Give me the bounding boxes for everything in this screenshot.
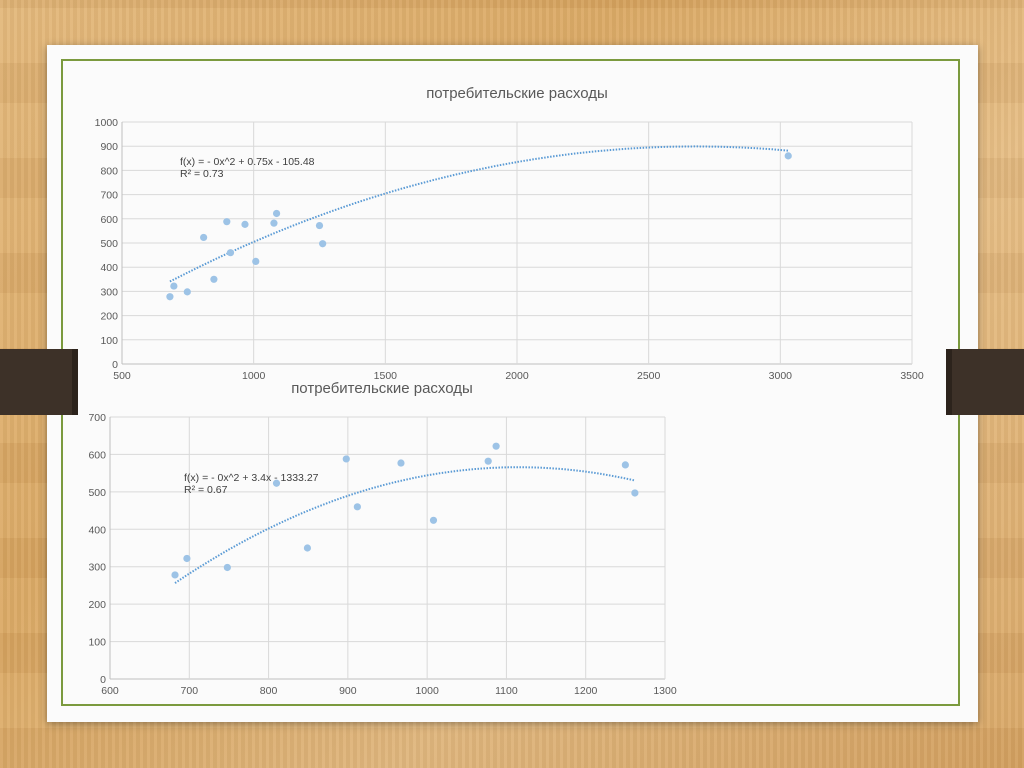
slide	[47, 45, 978, 722]
chart1-trend-equation: f(x) = - 0x^2 + 0.75x - 105.48	[180, 156, 315, 168]
chart2-trend-equation: f(x) = - 0x^2 + 3.4x - 1333.27	[184, 472, 319, 484]
chart1-y-tick-label: 100	[100, 335, 118, 347]
chart1-data-point	[210, 275, 218, 283]
chart1-x-tick-label: 1000	[242, 370, 266, 382]
chart2-trendline	[174, 466, 636, 584]
chart1-y-tick-label: 0	[112, 359, 118, 371]
chart1-y-tick-label: 800	[100, 165, 118, 177]
chart2-y-tick-label: 600	[88, 449, 106, 461]
chart2-data-point	[621, 461, 629, 469]
chart1-data-point	[166, 293, 174, 301]
chart1-data-point	[252, 257, 260, 265]
chart2-data-point	[631, 489, 639, 497]
chart1-data-point	[200, 233, 208, 242]
chart2-data-point	[397, 459, 405, 467]
chart1-data-point	[784, 152, 792, 160]
chart2-x-tick-label: 800	[260, 685, 278, 697]
chart2-y-tick-label: 200	[88, 599, 106, 611]
chart1-data-point	[272, 209, 281, 218]
chart1-trendline	[169, 145, 789, 283]
chart1-x-tick-label: 2000	[505, 370, 529, 382]
chart2-data-point	[272, 479, 281, 487]
chart1-x-tick-label: 1500	[374, 370, 398, 382]
chart2-data-point	[492, 442, 500, 450]
chart2-title: потребительские расходы	[291, 380, 473, 397]
chart2-data-point	[303, 544, 312, 552]
chart1-y-tick-label: 700	[100, 190, 118, 202]
chart2-data-point	[353, 503, 361, 511]
chart1-y-tick-label: 500	[100, 238, 118, 250]
chart2-data-point	[171, 571, 179, 579]
chart1-x-tick-label: 3500	[900, 370, 924, 382]
chart1-data-point	[241, 220, 249, 228]
chart2-r-squared: R² = 0.67	[184, 484, 228, 496]
chart2-data-point	[342, 455, 350, 463]
chart2-x-tick-label: 1300	[653, 685, 677, 697]
chart1-y-tick-label: 200	[100, 311, 118, 323]
left-tab	[0, 349, 78, 415]
chart1-x-tick-label: 2500	[637, 370, 661, 382]
chart2-x-tick-label: 1100	[495, 685, 518, 697]
chart1-y-tick-label: 600	[100, 214, 118, 226]
chart2-y-tick-label: 400	[88, 524, 106, 536]
chart1-data-point	[319, 240, 327, 248]
right-tab	[946, 349, 1024, 415]
chart1-y-tick-label: 300	[100, 286, 118, 298]
chart2-data-point	[429, 516, 438, 524]
chart2-x-tick-label: 600	[101, 685, 119, 697]
chart1-data-point	[270, 219, 278, 227]
chart2-data-point	[223, 563, 231, 572]
chart2-y-tick-label: 300	[88, 562, 106, 574]
chart1-y-tick-label: 900	[100, 141, 118, 153]
chart2-y-tick-label: 0	[100, 674, 106, 686]
chart1-title: потребительские расходы	[426, 85, 608, 102]
chart1-data-point	[226, 249, 235, 257]
chart1-y-tick-label: 1000	[95, 117, 119, 129]
chart1-data-point	[170, 282, 178, 290]
chart2-y-tick-label: 500	[88, 487, 106, 499]
chart1-y-tick-label: 400	[100, 262, 118, 274]
chart2-x-tick-label: 700	[181, 685, 199, 697]
chart1-x-tick-label: 3000	[769, 370, 793, 382]
chart1-data-point	[183, 288, 191, 296]
chart1-data-point	[315, 221, 324, 230]
chart2-y-tick-label: 700	[88, 412, 106, 424]
chart2-data-point	[484, 457, 492, 465]
chart1-data-point	[223, 218, 231, 226]
chart2-x-tick-label: 1200	[574, 685, 598, 697]
chart2-x-tick-label: 900	[339, 685, 357, 697]
chart1-r-squared: R² = 0.73	[180, 168, 224, 180]
chart1-x-tick-label: 500	[113, 370, 131, 382]
chart2-x-tick-label: 1000	[415, 685, 439, 697]
chart2-y-tick-label: 100	[88, 637, 106, 649]
chart2-data-point	[183, 554, 191, 563]
